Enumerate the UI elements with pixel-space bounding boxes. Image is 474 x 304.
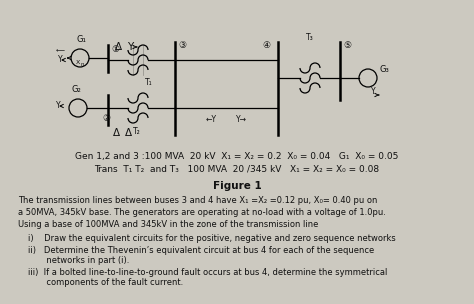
Text: Trans  T₁ T₂  and T₃   100 MVA  20 /345 kV   X₁ = X₂ = X₀ = 0.08: Trans T₁ T₂ and T₃ 100 MVA 20 /345 kV X₁… xyxy=(94,165,380,174)
Text: Y: Y xyxy=(55,102,60,110)
Text: Using a base of 100MVA and 345kV in the zone of the transmission line: Using a base of 100MVA and 345kV in the … xyxy=(18,220,319,229)
Text: ⑤: ⑤ xyxy=(343,40,351,50)
Text: G₃: G₃ xyxy=(380,65,390,74)
Text: Y: Y xyxy=(371,88,375,96)
Text: Δ: Δ xyxy=(125,128,132,138)
Text: Y→: Y→ xyxy=(236,116,247,125)
Text: ④: ④ xyxy=(262,40,270,50)
Text: n: n xyxy=(80,63,84,67)
Text: Y: Y xyxy=(58,56,62,64)
Text: G₁: G₁ xyxy=(76,35,86,44)
Text: ⟵: ⟵ xyxy=(55,47,64,53)
Text: Δ: Δ xyxy=(114,42,121,52)
Text: ii)   Determine the Thevenin’s equivalent circuit at bus 4 for each of the seque: ii) Determine the Thevenin’s equivalent … xyxy=(28,246,374,255)
Text: iii)  If a bolted line-to-line-to-ground fault occurs at bus 4, determine the sy: iii) If a bolted line-to-line-to-ground … xyxy=(28,268,387,277)
Text: components of the fault current.: components of the fault current. xyxy=(28,278,183,287)
Text: networks in part (i).: networks in part (i). xyxy=(28,256,129,265)
Text: Y: Y xyxy=(127,42,133,52)
Text: Δ: Δ xyxy=(112,128,119,138)
Text: Gen 1,2 and 3 :100 MVA  20 kV  X₁ = X₂ = 0.2  X₀ = 0.04   G₁  X₀ = 0.05: Gen 1,2 and 3 :100 MVA 20 kV X₁ = X₂ = 0… xyxy=(75,152,399,161)
Text: T₂: T₂ xyxy=(133,127,141,136)
Text: i)    Draw the equivalent circuits for the positive, negative and zero sequence : i) Draw the equivalent circuits for the … xyxy=(28,234,396,243)
Text: X: X xyxy=(76,60,80,64)
Text: ←Y: ←Y xyxy=(206,116,217,125)
Text: T₃: T₃ xyxy=(306,33,314,42)
Text: T₁: T₁ xyxy=(145,78,153,87)
Text: ②: ② xyxy=(102,114,110,123)
Text: ①: ① xyxy=(111,46,119,54)
Text: ③: ③ xyxy=(178,40,186,50)
Text: Figure 1: Figure 1 xyxy=(213,181,261,191)
Text: The transmission lines between buses 3 and 4 have X₁ =X₂ =0.12 pu, X₀= 0.40 pu o: The transmission lines between buses 3 a… xyxy=(18,196,377,205)
Text: G₂: G₂ xyxy=(71,85,81,94)
Text: a 50MVA, 345kV base. The generators are operating at no-load with a voltage of 1: a 50MVA, 345kV base. The generators are … xyxy=(18,208,386,217)
